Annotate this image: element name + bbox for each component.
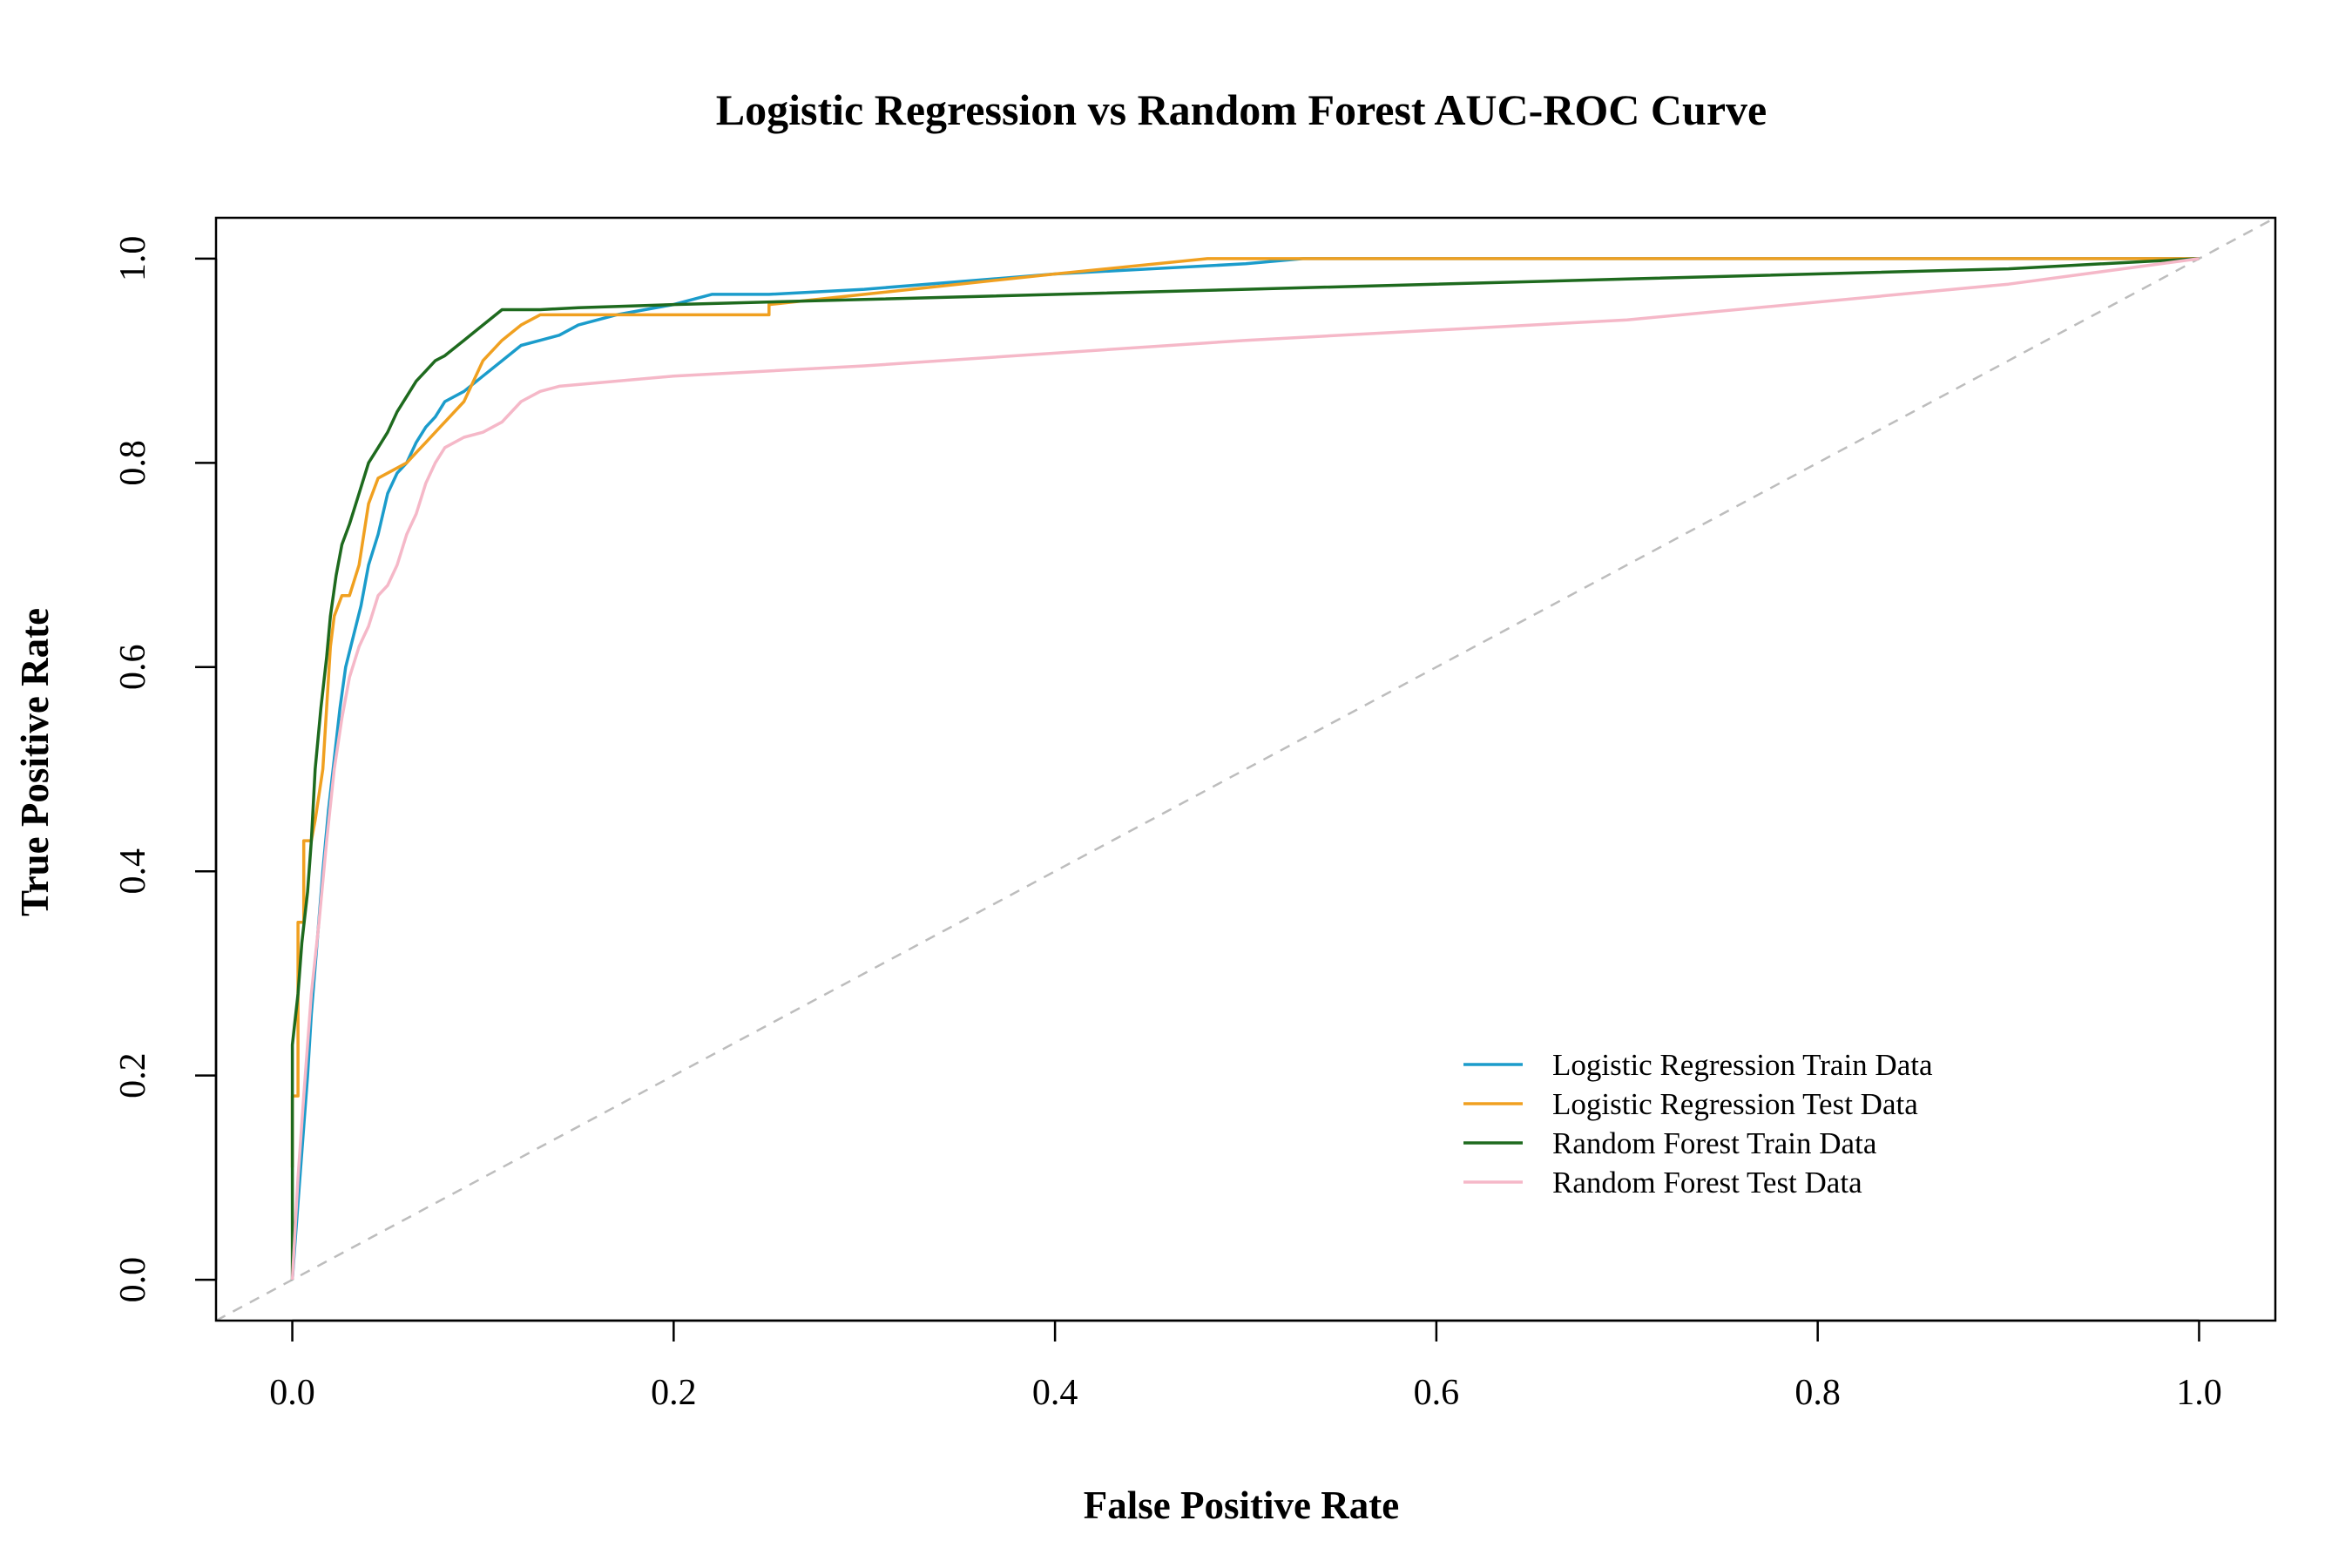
- legend-label-2: Logistic Regression Test Data: [1552, 1087, 1918, 1121]
- y-tick-label: 0.4: [113, 848, 153, 894]
- diagonal-reference-line: [216, 218, 2275, 1321]
- x-tick-label: 0.2: [651, 1373, 697, 1413]
- x-tick-label: 0.4: [1032, 1373, 1078, 1413]
- x-axis-label: False Positive Rate: [1084, 1484, 1399, 1527]
- x-tick-label: 0.8: [1794, 1373, 1841, 1413]
- legend-label-1: Logistic Regression Train Data: [1552, 1048, 1933, 1082]
- plot-area: 0.0 0.2 0.4 0.6 0.8 1.0 0.0 0.2 0.4 0.6 0.8 1.0: [113, 216, 2277, 1413]
- legend-label-4: Random Forest Test Data: [1552, 1166, 1862, 1200]
- series-line-4: [290, 257, 2200, 1281]
- series-line-2: [290, 257, 2200, 1168]
- y-tick-label: 0.0: [113, 1257, 153, 1303]
- x-tick-label: 0.0: [269, 1373, 315, 1413]
- y-tick-label: 0.8: [113, 440, 153, 486]
- y-tick-label: 0.6: [113, 645, 153, 691]
- y-axis-label: True Positive Rate: [13, 608, 57, 916]
- chart-title: Logistic Regression vs Random Forest AUC…: [716, 85, 1767, 134]
- series-line-3: [290, 257, 2200, 1281]
- legend-label-3: Random Forest Train Data: [1552, 1126, 1877, 1160]
- x-tick-label: 1.0: [2176, 1373, 2222, 1413]
- y-tick-label: 0.2: [113, 1052, 153, 1098]
- legend: Logistic Regression Train Data Logistic R…: [1463, 1048, 1933, 1200]
- x-tick-label: 0.6: [1414, 1373, 1460, 1413]
- y-tick-label: 1.0: [113, 236, 153, 282]
